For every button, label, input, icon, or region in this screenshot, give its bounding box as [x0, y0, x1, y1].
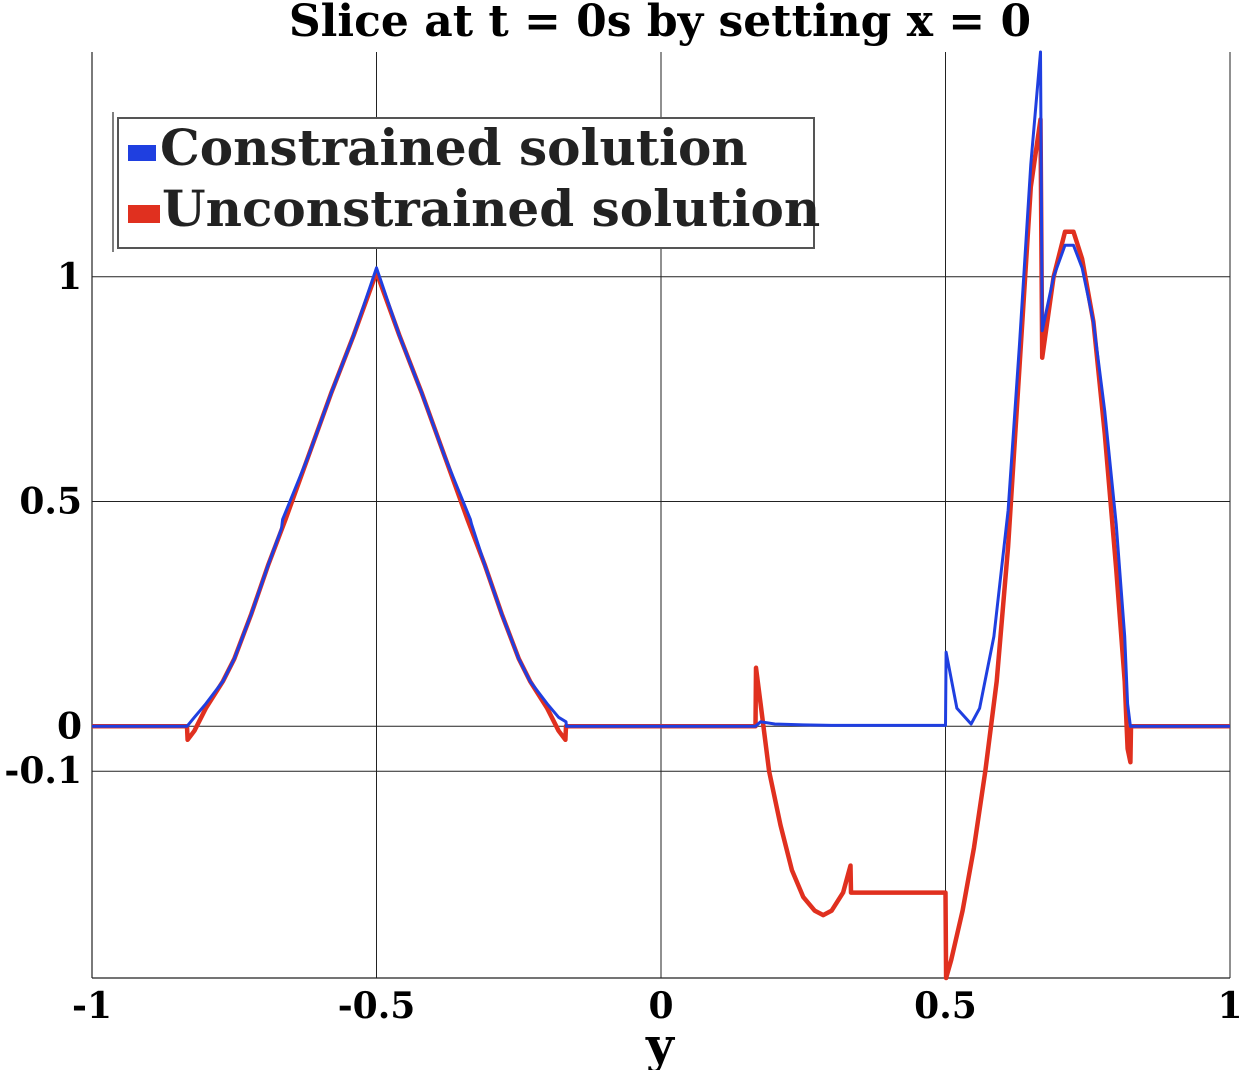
- legend-swatch-constrained: [128, 145, 156, 161]
- x-tick-label: 1: [1217, 985, 1242, 1027]
- y-tick-label: -0.1: [4, 750, 82, 792]
- series: [92, 50, 1230, 981]
- y-tick-label: 1: [57, 256, 82, 298]
- x-tick-label: 0: [648, 985, 673, 1027]
- x-tick-label: -0.5: [338, 985, 416, 1027]
- legend-swatch-unconstrained: [128, 205, 160, 223]
- x-tick-label: -1: [72, 985, 112, 1027]
- legend-box: [117, 117, 815, 249]
- tick-labels: -1 -0.5 0 0.5 1-0.100.51: [4, 256, 1242, 1027]
- legend: Constrained solution Unconstrained solut…: [112, 112, 820, 252]
- chart-title: Slice at t = 0s by setting x = 0: [289, 0, 1031, 47]
- x-axis-label: y: [645, 1018, 676, 1070]
- series-line-constrained: [92, 50, 1230, 728]
- legend-label-unconstrained: Unconstrained solution: [162, 179, 820, 238]
- x-tick-label: 0.5: [914, 985, 977, 1027]
- legend-label-constrained: Constrained solution: [160, 118, 748, 177]
- y-tick-label: 0.5: [19, 481, 82, 523]
- y-tick-label: 0: [57, 705, 82, 747]
